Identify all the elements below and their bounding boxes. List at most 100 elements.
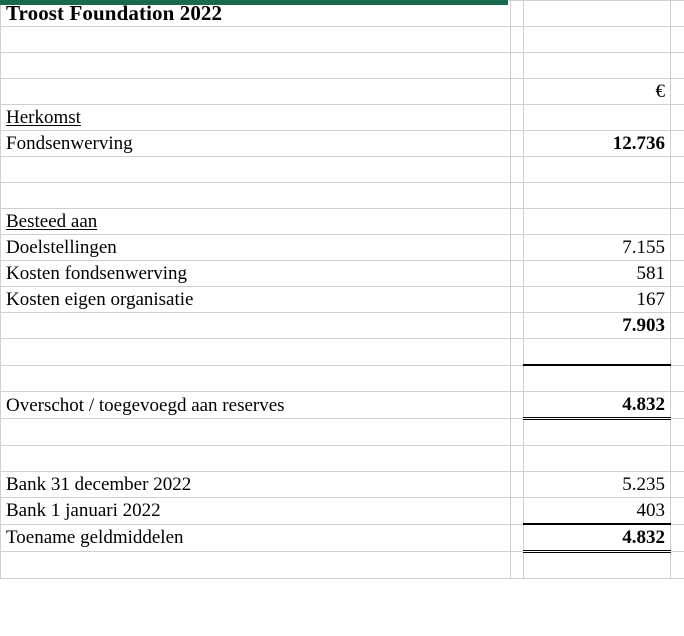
value-cell (523, 182, 671, 209)
label-cell (0, 418, 511, 446)
row-label-toename-geldmiddelen: Toename geldmiddelen (0, 523, 511, 552)
table-row (0, 338, 684, 366)
label-cell (0, 26, 511, 53)
financial-statement-table: Troost Foundation 2022 (0, 0, 684, 579)
label-cell (0, 78, 511, 105)
spacer-cell (510, 234, 524, 261)
label-cell (0, 551, 511, 579)
tail-cell (670, 104, 684, 131)
row-value-totaal-besteed: 7.903 (523, 312, 671, 339)
tail-cell (670, 52, 684, 79)
label-cell (0, 338, 511, 366)
spacer-cell (510, 471, 524, 498)
spacer-cell (510, 523, 524, 552)
spacer-cell (510, 497, 524, 525)
tail-cell (670, 312, 684, 339)
table-row (0, 445, 684, 472)
spacer-cell (510, 78, 524, 105)
spacer-cell (510, 286, 524, 313)
section-heading-income: Herkomst (0, 104, 511, 131)
value-cell (523, 104, 671, 131)
spacer-cell (510, 312, 524, 339)
tail-cell (670, 445, 684, 472)
table-row: Doelstellingen 7.155 (0, 234, 684, 261)
spacer-cell (510, 338, 524, 366)
row-label-kosten-fondsenwerving: Kosten fondsenwerving (0, 260, 511, 287)
label-cell (0, 156, 511, 183)
table-row (0, 418, 684, 446)
tail-cell (670, 26, 684, 53)
tail-cell (670, 497, 684, 525)
table-row (0, 52, 684, 79)
row-label-kosten-eigen-organisatie: Kosten eigen organisatie (0, 286, 511, 313)
section-heading-expenses-label: Besteed aan (6, 211, 98, 232)
section-heading-income-label: Herkomst (6, 107, 81, 128)
row-value-kosten-eigen-organisatie: 167 (523, 286, 671, 313)
table-row (0, 156, 684, 183)
value-cell-rule (523, 338, 671, 366)
spacer-cell (510, 130, 524, 157)
value-cell (523, 208, 671, 235)
table-row (0, 182, 684, 209)
tail-cell (670, 156, 684, 183)
row-value-fondsenwerving: 12.736 (523, 130, 671, 157)
spacer-cell (510, 418, 524, 446)
value-cell (523, 418, 671, 446)
table-row: Kosten eigen organisatie 167 (0, 286, 684, 313)
spacer-cell (510, 104, 524, 131)
table-row: Herkomst (0, 104, 684, 131)
row-value-bank-eind: 5.235 (523, 471, 671, 498)
tail-cell (670, 208, 684, 235)
tail-cell (670, 286, 684, 313)
value-cell (523, 26, 671, 53)
table-row: Fondsenwerving 12.736 (0, 130, 684, 157)
spacer-cell (510, 208, 524, 235)
table-row: Kosten fondsenwerving 581 (0, 260, 684, 287)
row-value-doelstellingen: 7.155 (523, 234, 671, 261)
value-cell (523, 551, 671, 579)
spacer-cell (510, 26, 524, 53)
tail-cell (670, 551, 684, 579)
label-cell (0, 52, 511, 79)
table-row: Toename geldmiddelen 4.832 (0, 523, 684, 553)
label-cell (0, 312, 511, 339)
value-cell (523, 52, 671, 79)
spacer-cell (510, 52, 524, 79)
spacer-cell (510, 182, 524, 209)
row-label-overschot: Overschot / toegevoegd aan reserves (0, 391, 511, 419)
tail-cell (670, 130, 684, 157)
table-row: Overschot / toegevoegd aan reserves 4.83… (0, 391, 684, 420)
tail-cell (670, 338, 684, 366)
tail-cell (670, 364, 684, 392)
tail-cell (670, 260, 684, 287)
spacer-cell (510, 364, 524, 392)
value-cell (523, 445, 671, 472)
value-cell (523, 156, 671, 183)
currency-header: € (523, 78, 671, 105)
value-cell (523, 364, 671, 392)
spacer-cell (510, 391, 524, 419)
tail-cell (670, 182, 684, 209)
tail-cell (670, 418, 684, 446)
spacer-cell (510, 0, 524, 27)
tail-cell (670, 471, 684, 498)
tail-cell (670, 78, 684, 105)
label-cell (0, 182, 511, 209)
tail-cell (670, 391, 684, 419)
value-cell (523, 0, 671, 27)
row-value-toename-geldmiddelen: 4.832 (523, 523, 671, 553)
spacer-cell (510, 260, 524, 287)
table-row: Bank 1 januari 2022 403 (0, 497, 684, 525)
row-value-overschot: 4.832 (523, 391, 671, 420)
table-row: 7.903 (0, 312, 684, 339)
row-label-bank-eind: Bank 31 december 2022 (0, 471, 511, 498)
green-accent-bar (0, 0, 508, 5)
spacer-cell (510, 445, 524, 472)
row-value-kosten-fondsenwerving: 581 (523, 260, 671, 287)
table-row (0, 26, 684, 53)
row-label-fondsenwerving: Fondsenwerving (0, 130, 511, 157)
tail-cell (670, 234, 684, 261)
table-row (0, 551, 684, 579)
row-label-bank-begin: Bank 1 januari 2022 (0, 497, 511, 525)
